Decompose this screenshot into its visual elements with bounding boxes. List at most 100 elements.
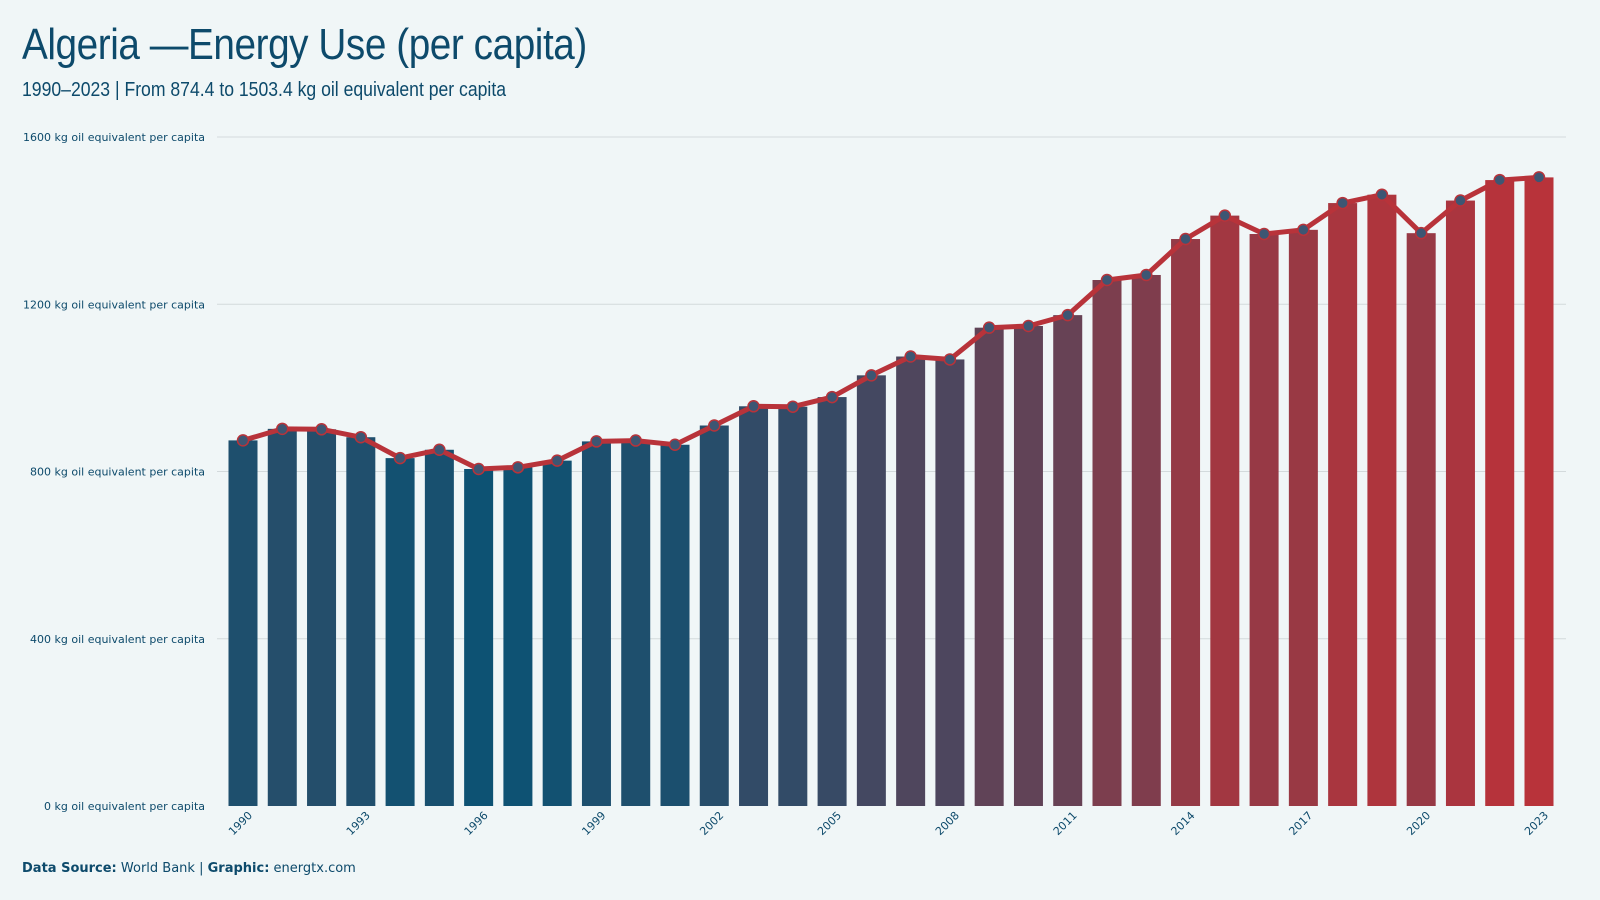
bar-2003 bbox=[739, 406, 769, 806]
marker-2011 bbox=[1061, 308, 1074, 322]
graphic-value: energtx.com bbox=[273, 861, 356, 876]
gridlines bbox=[217, 136, 1566, 640]
bar-2000 bbox=[621, 440, 651, 806]
bar-2009 bbox=[974, 327, 1004, 806]
marker-2023 bbox=[1532, 171, 1546, 184]
bar-2019 bbox=[1367, 194, 1397, 807]
bar-1995 bbox=[424, 449, 454, 806]
marker-1992 bbox=[315, 423, 328, 436]
y-tick-label: 800 kg oil equivalent per capita bbox=[30, 466, 205, 479]
marker-2016 bbox=[1257, 227, 1271, 241]
x-tick-label: 2020 bbox=[1404, 809, 1433, 838]
bar-2014 bbox=[1171, 239, 1201, 806]
marker-2002 bbox=[708, 419, 721, 432]
x-tick-label: 2011 bbox=[1051, 809, 1080, 838]
marker-2018 bbox=[1336, 196, 1349, 210]
chart-title: Algeria —Energy Use (per capita) bbox=[22, 20, 587, 69]
marker-2007 bbox=[904, 350, 917, 363]
y-tick-label: 400 kg oil equivalent per capita bbox=[30, 633, 205, 646]
trend-line bbox=[240, 174, 1542, 472]
marker-2006 bbox=[865, 369, 878, 382]
bar-2001 bbox=[660, 444, 690, 806]
y-axis-tick-labels: 0 kg oil equivalent per capita 400 kg oil… bbox=[23, 131, 205, 813]
x-tick-label: 2023 bbox=[1522, 809, 1551, 838]
marker-2009 bbox=[982, 321, 996, 334]
footer-separator: | bbox=[199, 861, 204, 876]
bar-1996 bbox=[464, 468, 494, 806]
marker-1993 bbox=[354, 430, 368, 444]
data-markers bbox=[236, 171, 1546, 476]
bar-2012 bbox=[1092, 279, 1122, 806]
source-value: World Bank bbox=[120, 861, 195, 876]
y-tick-label: 1600 kg oil equivalent per capita bbox=[23, 131, 205, 144]
bar-2020 bbox=[1406, 233, 1436, 806]
marker-1995 bbox=[433, 443, 446, 457]
x-axis-tick-labels: 1990 1993 1996 1999 2002 2005 2008 2011 2014 2017… bbox=[226, 809, 1551, 838]
x-tick-label: 2017 bbox=[1286, 809, 1315, 838]
marker-2015 bbox=[1218, 209, 1232, 222]
bar-2006 bbox=[856, 375, 886, 806]
bar-2004 bbox=[778, 406, 808, 806]
marker-2010 bbox=[1022, 319, 1035, 333]
x-tick-label: 1996 bbox=[462, 809, 491, 838]
marker-2021 bbox=[1454, 194, 1467, 207]
marker-2001 bbox=[668, 438, 682, 451]
marker-1997 bbox=[511, 461, 525, 474]
marker-2000 bbox=[629, 434, 642, 447]
bar-2015 bbox=[1210, 215, 1240, 807]
marker-1991 bbox=[276, 422, 289, 436]
marker-2019 bbox=[1375, 188, 1389, 201]
bar-1993 bbox=[346, 437, 376, 806]
bar-2017 bbox=[1288, 229, 1318, 807]
marker-1999 bbox=[590, 435, 603, 448]
x-tick-label: 1990 bbox=[226, 809, 255, 838]
x-tick-label: 2005 bbox=[815, 809, 844, 838]
trend-line-path bbox=[240, 174, 1542, 472]
bar-2002 bbox=[699, 425, 729, 806]
bar-1997 bbox=[503, 467, 533, 806]
x-tick-label: 2002 bbox=[697, 809, 726, 838]
marker-2017 bbox=[1297, 223, 1310, 237]
marker-2005 bbox=[825, 390, 839, 404]
marker-2012 bbox=[1100, 273, 1114, 287]
marker-1996 bbox=[472, 462, 485, 476]
bar-2022 bbox=[1485, 180, 1515, 806]
bar-2018 bbox=[1328, 203, 1358, 807]
bar-1999 bbox=[581, 441, 611, 806]
marker-1994 bbox=[393, 451, 407, 465]
bar-2023 bbox=[1524, 177, 1554, 806]
chart-subtitle: 1990–2023 | From 874.4 to 1503.4 kg oil … bbox=[22, 79, 507, 101]
marker-2004 bbox=[786, 400, 800, 413]
marker-2022 bbox=[1493, 173, 1506, 187]
bars bbox=[228, 177, 1554, 807]
bar-1991 bbox=[267, 428, 297, 806]
bar-2016 bbox=[1249, 234, 1279, 806]
marker-2020 bbox=[1414, 226, 1428, 240]
bar-1992 bbox=[307, 429, 337, 806]
bar-2008 bbox=[935, 359, 965, 806]
bar-2007 bbox=[896, 356, 926, 806]
x-tick-label: 1999 bbox=[579, 809, 608, 838]
marker-2014 bbox=[1179, 232, 1192, 246]
bar-2011 bbox=[1053, 315, 1083, 806]
marker-2013 bbox=[1140, 268, 1153, 282]
marker-1990 bbox=[236, 434, 250, 447]
footer-credits: Data Source: World Bank | Graphic: energ… bbox=[22, 861, 356, 876]
bar-1998 bbox=[542, 460, 572, 806]
x-tick-label: 2014 bbox=[1169, 809, 1198, 838]
marker-1998 bbox=[550, 454, 564, 467]
y-tick-label: 1200 kg oil equivalent per capita bbox=[23, 298, 205, 311]
marker-2008 bbox=[943, 353, 957, 366]
bar-2010 bbox=[1013, 325, 1043, 806]
bar-1994 bbox=[385, 458, 415, 806]
bar-2021 bbox=[1445, 200, 1475, 806]
bar-2013 bbox=[1131, 274, 1161, 806]
marker-2003 bbox=[747, 400, 760, 413]
source-label: Data Source: bbox=[22, 861, 117, 876]
x-tick-label: 1993 bbox=[344, 809, 373, 838]
x-tick-label: 2008 bbox=[933, 809, 962, 838]
graphic-label: Graphic: bbox=[207, 861, 270, 876]
y-tick-label: 0 kg oil equivalent per capita bbox=[44, 800, 205, 813]
bar-1990 bbox=[228, 440, 258, 806]
